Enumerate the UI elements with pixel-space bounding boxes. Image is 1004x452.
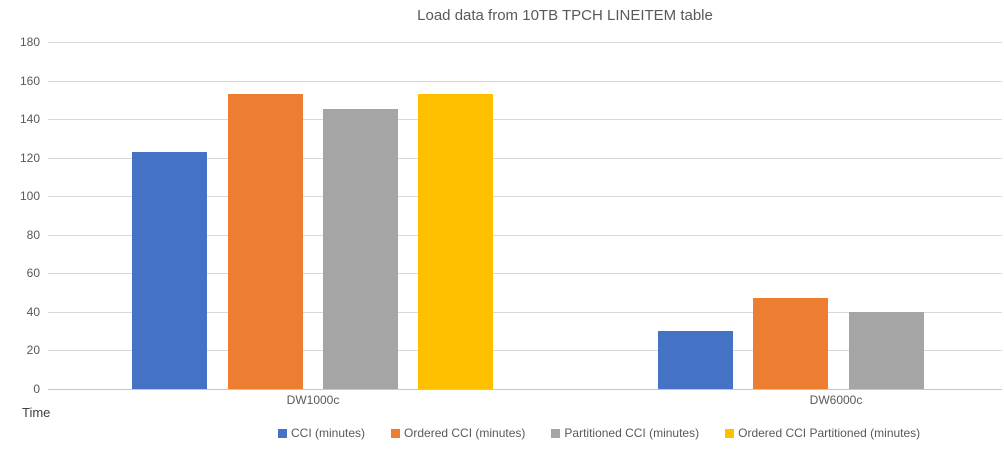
gridline-100 <box>48 196 1002 197</box>
legend-label: Ordered CCI (minutes) <box>404 426 526 440</box>
legend-label: Ordered CCI Partitioned (minutes) <box>738 426 921 440</box>
gridline-60 <box>48 273 1002 274</box>
legend-marker-icon <box>391 428 401 438</box>
bar-dw6000c-cci-minutes <box>658 331 733 389</box>
legend-item-ordered-cci-minutes: Ordered CCI (minutes) <box>391 426 525 440</box>
x-category-label-dw1000c: DW1000c <box>286 393 340 407</box>
chart-title: Load data from 10TB TPCH LINEITEM table <box>417 7 713 24</box>
y-tick-label-180: 180 <box>19 35 40 49</box>
bar-dw1000c-partitioned-cci-minutes <box>323 109 398 389</box>
bar-dw6000c-ordered-cci-minutes <box>753 298 828 389</box>
gridline-140 <box>48 119 1002 120</box>
bar-dw1000c-ordered-cci-partitioned-minutes <box>418 94 493 389</box>
y-tick-label-80: 80 <box>26 228 40 242</box>
legend-marker-icon <box>278 428 287 438</box>
gridline-120 <box>48 158 1002 159</box>
gridline-160 <box>48 81 1002 82</box>
legend-label: CCI (minutes) <box>291 426 366 440</box>
legend: CCI (minutes) Ordered CCI (minutes) Partit… <box>278 426 920 440</box>
y-tick-label-0: 0 <box>33 382 40 396</box>
x-axis-line <box>48 389 1002 390</box>
gridline-20 <box>48 350 1002 351</box>
legend-marker-icon <box>725 428 735 438</box>
y-tick-label-40: 40 <box>26 305 40 319</box>
y-axis-title: Time <box>22 405 51 420</box>
legend-label: Partitioned CCI (minutes) <box>564 426 700 440</box>
y-tick-label-160: 160 <box>19 74 40 88</box>
x-category-label-dw6000c: DW6000c <box>809 393 863 407</box>
legend-item-cci-minutes: CCI (minutes) <box>278 426 365 440</box>
gridline-180 <box>48 42 1002 43</box>
bar-dw1000c-cci-minutes <box>132 151 207 389</box>
y-tick-label-100: 100 <box>19 189 40 203</box>
y-tick-label-140: 140 <box>19 112 40 126</box>
legend-item-ordered-cci-partitioned-minutes: Ordered CCI Partitioned (minutes) <box>725 426 920 440</box>
bar-dw6000c-partitioned-cci-minutes <box>849 311 924 389</box>
y-tick-label-120: 120 <box>19 151 40 165</box>
bar-dw1000c-ordered-cci-minutes <box>228 94 303 389</box>
y-tick-label-20: 20 <box>26 343 40 357</box>
gridline-80 <box>48 235 1002 236</box>
y-tick-label-60: 60 <box>26 266 40 280</box>
gridline-40 <box>48 312 1002 313</box>
legend-item-partitioned-cci-minutes: Partitioned CCI (minutes) <box>551 426 699 440</box>
legend-marker-icon <box>551 428 561 438</box>
